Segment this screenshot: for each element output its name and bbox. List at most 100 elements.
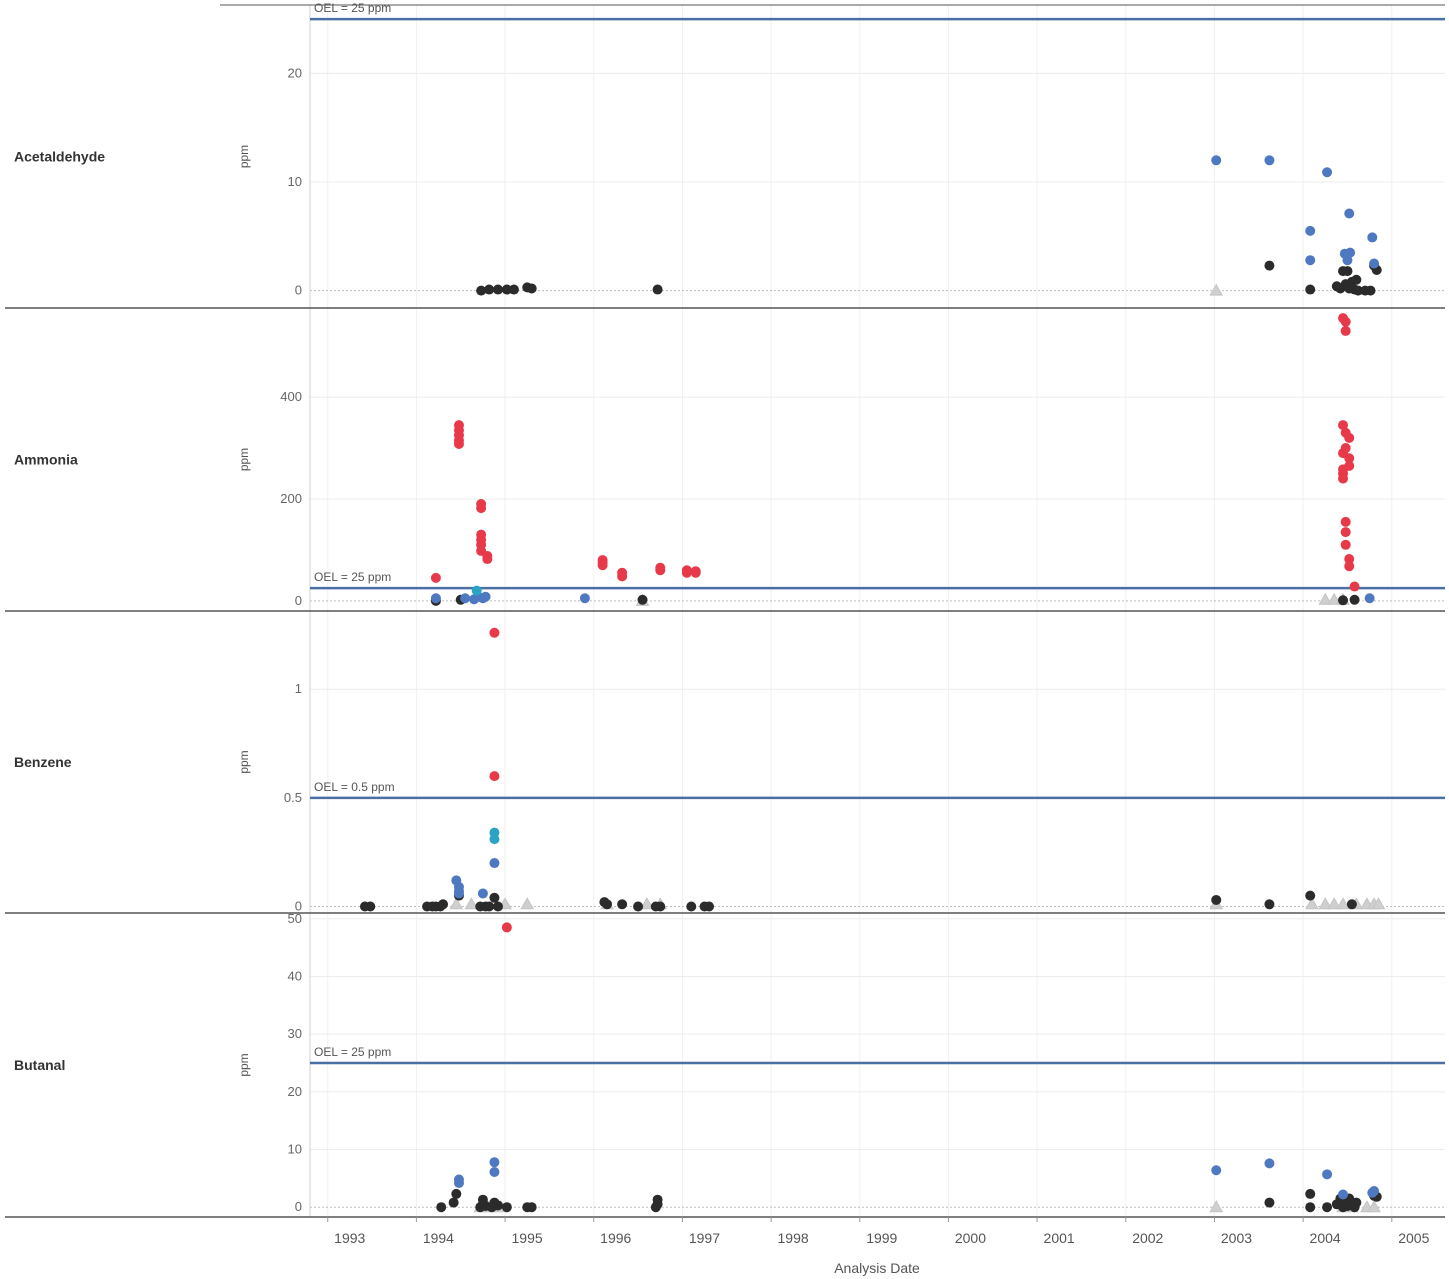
point-black [652, 284, 663, 295]
point-black [1264, 1197, 1275, 1208]
point-blue [1338, 1189, 1349, 1200]
point-red [1349, 581, 1360, 592]
point-black [1338, 595, 1349, 606]
point-red [597, 560, 608, 571]
point-black [492, 1200, 503, 1211]
point-black [1305, 890, 1316, 901]
point-red [681, 567, 692, 578]
point-black [526, 1202, 537, 1213]
point-blue [1305, 255, 1316, 266]
point-blue [1322, 167, 1333, 178]
y-tick-label: 40 [288, 968, 302, 983]
point-black [1351, 1197, 1362, 1208]
point-black [633, 901, 644, 912]
x-tick-label: 1994 [423, 1230, 454, 1246]
point-black [436, 1202, 447, 1213]
x-tick-label: 2004 [1310, 1230, 1341, 1246]
y-tick-label: 30 [288, 1026, 302, 1041]
point-black [704, 901, 715, 912]
point-below-detection [464, 897, 479, 910]
point-below-detection [1371, 897, 1386, 910]
point-black [492, 284, 503, 295]
point-black [489, 892, 500, 903]
oel-label: OEL = 25 ppm [314, 1, 391, 15]
point-below-detection [1209, 283, 1224, 296]
x-tick-label: 2001 [1044, 1230, 1075, 1246]
point-black [365, 901, 376, 912]
x-tick-label: 1998 [778, 1230, 809, 1246]
point-black [1346, 899, 1357, 910]
x-tick-label: 2005 [1398, 1230, 1429, 1246]
point-blue [453, 1177, 464, 1188]
point-blue [1367, 232, 1378, 243]
y-tick-label: 10 [288, 174, 302, 189]
point-blue [1211, 155, 1222, 166]
row-label-benzene: Benzene [14, 754, 72, 770]
y-tick-label: 50 [288, 911, 302, 926]
point-red [690, 567, 701, 578]
row-label-ammonia: Ammonia [14, 452, 78, 468]
point-red [1338, 473, 1349, 484]
point-black [1342, 266, 1353, 277]
x-tick-label: 1999 [866, 1230, 897, 1246]
point-red [430, 572, 441, 583]
point-blue [489, 1157, 500, 1168]
oel-label: OEL = 0.5 ppm [314, 780, 395, 794]
point-black [1351, 274, 1362, 285]
point-black [686, 901, 697, 912]
point-blue [1305, 225, 1316, 236]
point-red [501, 922, 512, 933]
y-axis-title: ppm [237, 145, 251, 168]
point-red [1344, 432, 1355, 443]
point-black [492, 901, 503, 912]
y-tick-label: 10 [288, 1142, 302, 1157]
point-black [476, 285, 487, 296]
row-label-acetaldehyde: Acetaldehyde [14, 149, 105, 165]
x-tick-label: 1997 [689, 1230, 720, 1246]
point-teal [471, 585, 482, 596]
point-teal [489, 834, 500, 845]
point-red [1338, 420, 1349, 431]
point-blue [477, 888, 488, 899]
oel-label: OEL = 25 ppm [314, 1045, 391, 1059]
point-black [652, 1194, 663, 1205]
panel-separators [5, 4, 1445, 1218]
point-blue [1364, 593, 1375, 604]
point-blue [489, 858, 500, 869]
point-black [1322, 1202, 1333, 1213]
point-black [637, 594, 648, 605]
point-below-detection [1318, 897, 1333, 910]
point-red [482, 554, 493, 565]
point-black [501, 284, 512, 295]
point-black [1365, 285, 1376, 296]
point-black [1264, 899, 1275, 910]
x-tick-label: 1995 [512, 1230, 543, 1246]
point-red [1340, 316, 1351, 327]
point-below-detection [1367, 1200, 1381, 1213]
point-below-detection [1336, 897, 1350, 910]
point-black [602, 899, 613, 910]
y-tick-label: 400 [280, 389, 302, 404]
point-blue [489, 1167, 500, 1178]
point-blue [1211, 1165, 1222, 1176]
y-tick-label: 20 [288, 1084, 302, 1099]
y-tick-label: 0.5 [284, 790, 302, 805]
point-red [476, 503, 487, 514]
point-blue [1345, 247, 1356, 258]
point-below-detection [1327, 897, 1342, 910]
y-axis-title: ppm [237, 1053, 251, 1076]
x-axis: Analysis Date 1993 1994 1995 1996 1997 1998 19… [327, 1217, 1430, 1276]
x-tick-label: 1996 [600, 1230, 631, 1246]
point-blue [1344, 208, 1355, 219]
point-red [1340, 516, 1351, 527]
point-blue [1264, 155, 1275, 166]
point-black [1353, 285, 1364, 296]
point-black [484, 284, 495, 295]
x-axis-title: Analysis Date [834, 1260, 920, 1276]
point-black [1349, 594, 1360, 605]
point-black [1305, 1188, 1316, 1199]
point-below-detection [640, 897, 654, 910]
point-black [484, 901, 495, 912]
